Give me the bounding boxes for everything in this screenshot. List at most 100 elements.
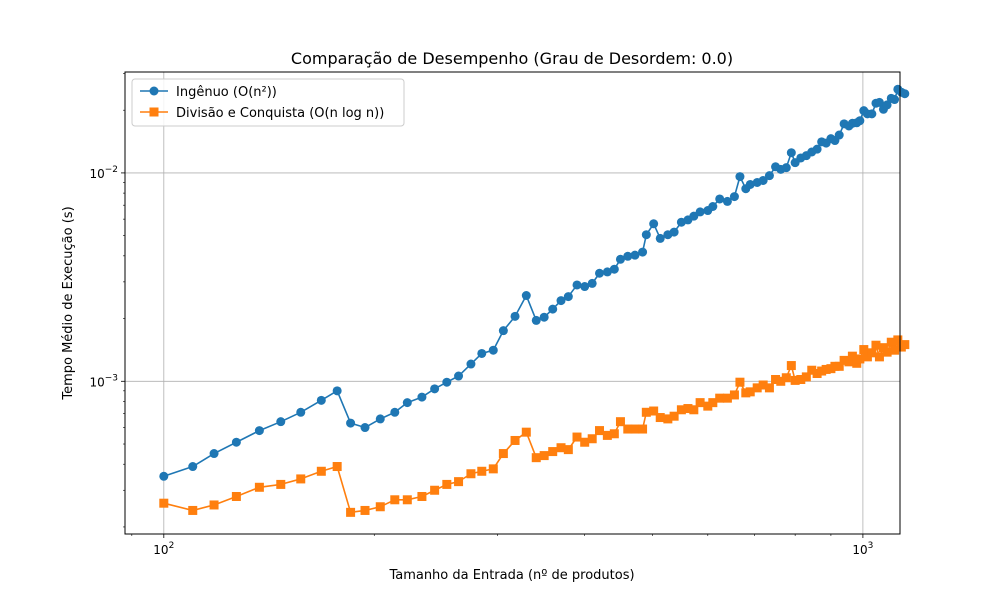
data-point-naive (375, 414, 385, 424)
data-point-divide-conquer (745, 387, 755, 397)
data-point-divide-conquer (695, 398, 705, 408)
data-point-divide-conquer (807, 365, 817, 375)
data-point-naive (615, 254, 625, 264)
data-point-naive (556, 296, 566, 306)
data-point-naive (623, 251, 633, 261)
data-point-naive (708, 202, 718, 211)
data-point-naive (669, 227, 679, 237)
y-tick-label: 10−3 (89, 373, 118, 389)
data-point-divide-conquer (254, 482, 264, 492)
data-point-divide-conquer (572, 432, 582, 442)
data-point-divide-conquer (602, 430, 612, 440)
data-point-naive (715, 194, 725, 204)
data-point-divide-conquer (715, 393, 725, 403)
data-point-divide-conquer (580, 437, 590, 447)
data-point-divide-conquer (669, 411, 679, 421)
y-tick-label-base: 10 (89, 167, 104, 181)
data-point-divide-conquer (790, 375, 800, 385)
data-point-divide-conquer (703, 401, 713, 411)
data-point-divide-conquer (796, 375, 806, 384)
data-point-divide-conquer (332, 462, 342, 472)
data-point-naive (630, 250, 640, 260)
data-point-naive (442, 377, 452, 387)
x-tick-label: 103 (852, 541, 873, 557)
data-point-naive (595, 268, 605, 278)
y-tick-label-exponent: −3 (105, 373, 118, 383)
x-tick-label-base: 10 (852, 543, 867, 557)
data-point-divide-conquer (893, 335, 903, 345)
data-point-naive (580, 282, 590, 292)
series-divide-conquer (159, 335, 910, 517)
data-point-divide-conquer (890, 345, 900, 355)
plot-area-frame (124, 71, 901, 535)
data-point-divide-conquer (752, 383, 762, 393)
y-tick-label-base: 10 (89, 375, 104, 389)
data-point-divide-conquer (430, 485, 440, 495)
data-point-divide-conquer (548, 447, 558, 457)
data-point-divide-conquer (847, 351, 857, 361)
data-point-naive (477, 348, 487, 358)
data-point-naive (641, 230, 651, 240)
data-point-naive (729, 192, 739, 202)
data-point-naive (722, 196, 732, 206)
data-point-divide-conquer (676, 405, 686, 415)
data-point-divide-conquer (417, 491, 427, 501)
data-point-naive (735, 172, 745, 182)
data-point-divide-conquer (801, 372, 811, 382)
data-point-divide-conquer (188, 505, 198, 515)
data-point-naive (316, 395, 326, 405)
data-point-divide-conquer (466, 469, 476, 479)
data-point-divide-conquer (556, 443, 566, 453)
legend-marker-divide-conquer (149, 107, 159, 117)
data-point-naive (188, 462, 198, 472)
data-point-naive (689, 211, 699, 221)
data-point-naive (572, 280, 582, 290)
data-point-naive (587, 278, 597, 288)
data-point-divide-conquer (276, 479, 286, 489)
data-point-divide-conquer (900, 340, 910, 350)
data-point-divide-conquer (722, 393, 732, 403)
data-point-divide-conquer (638, 424, 648, 434)
data-point-divide-conquer (655, 413, 665, 423)
data-point-naive (786, 148, 796, 158)
data-point-divide-conquer (375, 502, 385, 512)
data-point-divide-conquer (689, 405, 699, 415)
data-point-divide-conquer (609, 429, 619, 439)
data-point-divide-conquer (867, 348, 877, 358)
data-point-naive (360, 423, 370, 433)
data-point-naive (890, 95, 900, 105)
data-point-divide-conquer (882, 347, 892, 357)
data-point-divide-conquer (855, 354, 865, 364)
data-point-divide-conquer (844, 357, 854, 367)
data-point-divide-conquer (812, 369, 822, 378)
data-point-divide-conquer (587, 434, 597, 444)
data-point-divide-conquer (771, 375, 781, 384)
data-point-naive (430, 384, 440, 394)
data-point-naive (695, 207, 705, 217)
data-point-divide-conquer (623, 424, 633, 434)
data-point-divide-conquer (708, 398, 718, 408)
data-point-naive (390, 407, 400, 417)
y-tick-label: 10−2 (89, 165, 118, 181)
data-point-divide-conquer (539, 451, 549, 461)
data-point-naive (488, 345, 498, 355)
data-point-divide-conquer (649, 406, 659, 416)
data-point-divide-conquer (402, 495, 412, 505)
data-point-naive (510, 311, 520, 321)
data-point-divide-conquer (871, 340, 881, 350)
x-tick-label: 102 (153, 541, 174, 557)
data-point-naive (781, 163, 791, 173)
data-point-divide-conquer (839, 355, 849, 365)
data-point-naive (758, 175, 768, 185)
data-point-naive (531, 315, 541, 325)
legend-label-divide-conquer: Divisão e Conquista (O(n log n)) (176, 106, 384, 121)
data-point-divide-conquer (874, 352, 884, 362)
data-point-divide-conquer (641, 407, 651, 417)
data-point-divide-conquer (454, 477, 464, 487)
data-point-divide-conquer (729, 390, 739, 400)
data-point-divide-conquer (776, 376, 786, 386)
data-point-divide-conquer (663, 414, 673, 424)
data-point-naive (548, 304, 558, 314)
